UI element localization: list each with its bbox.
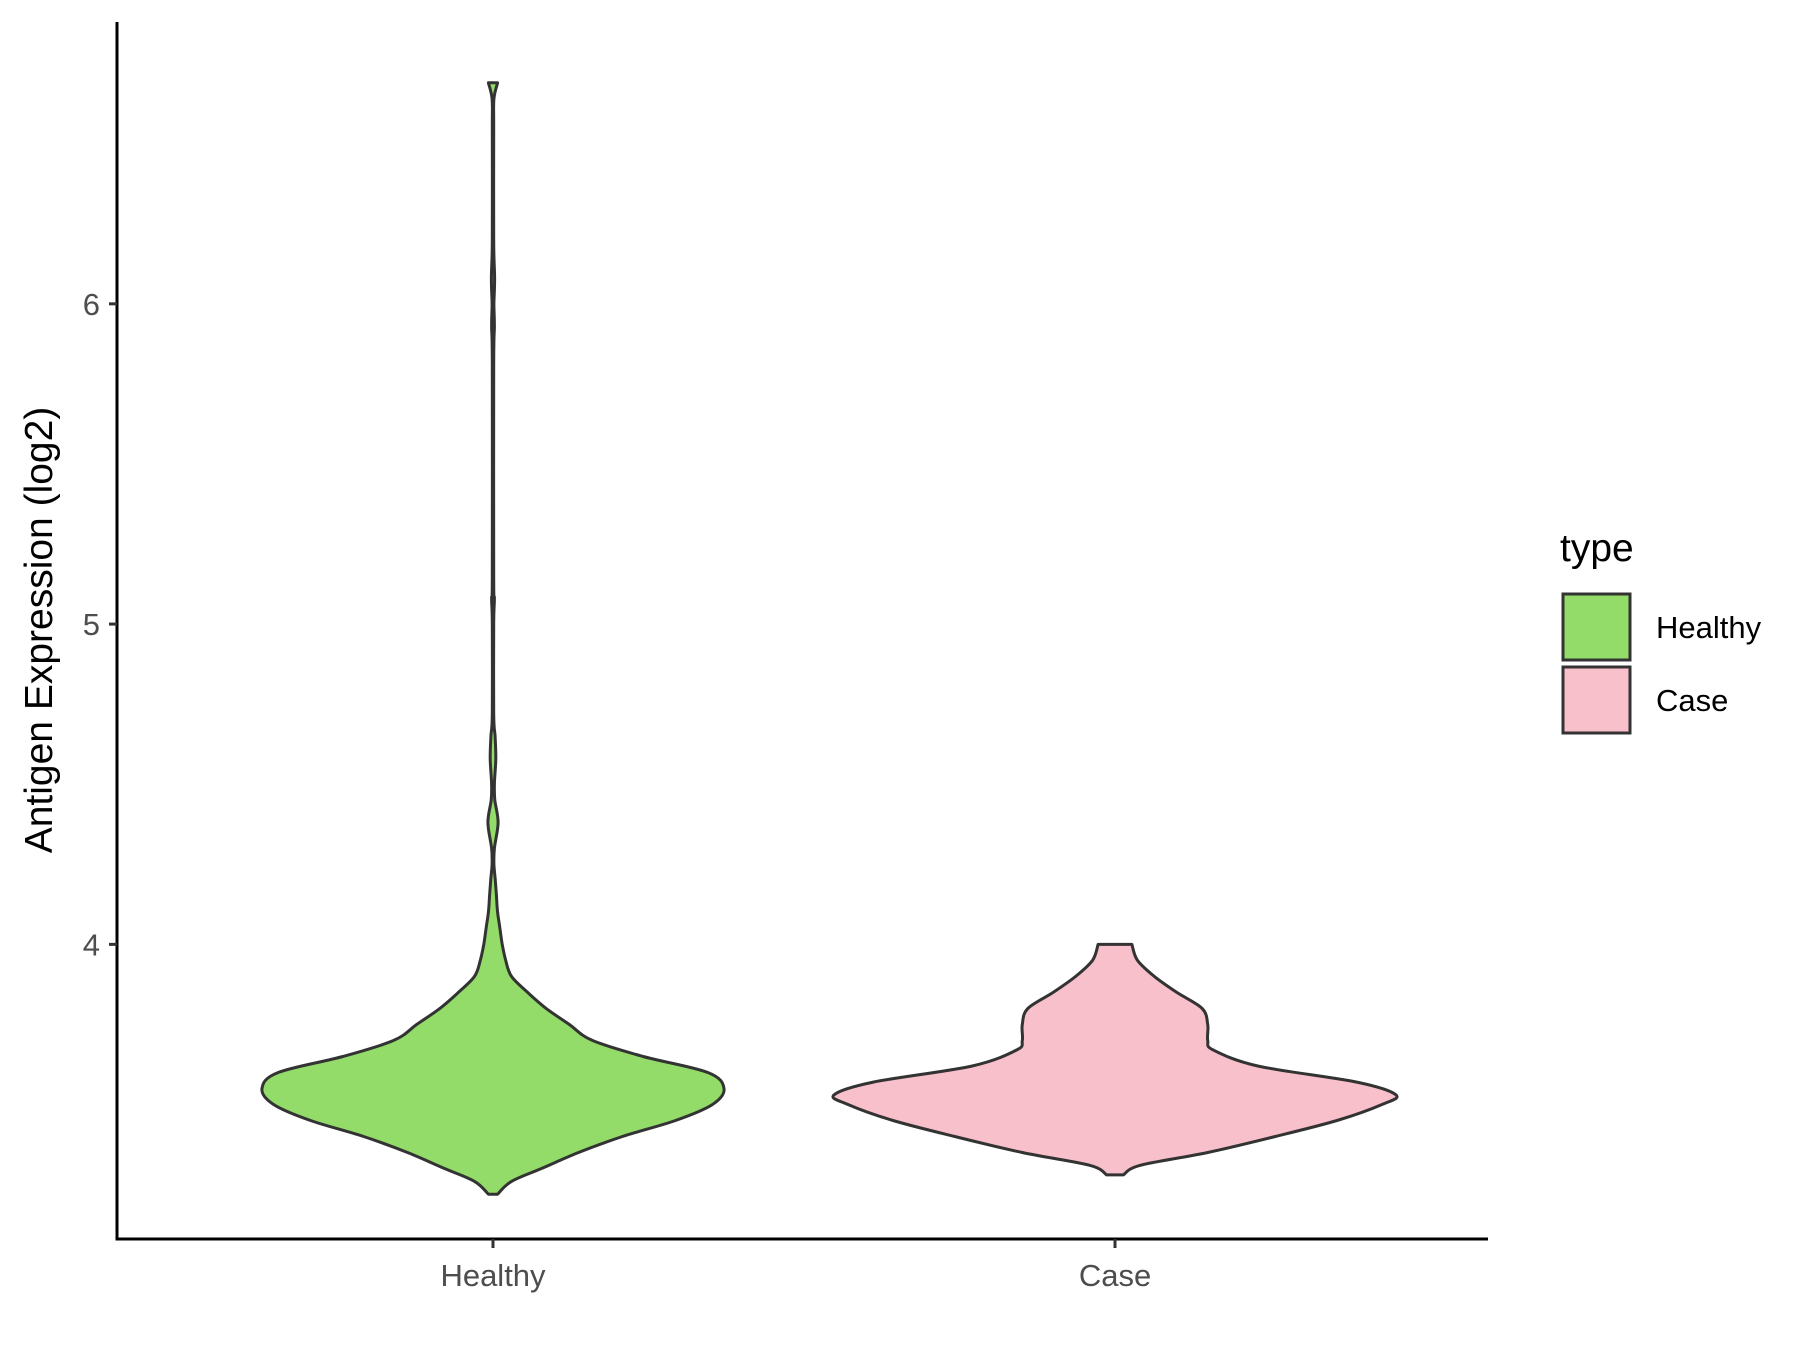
legend-label-case: Case	[1656, 683, 1728, 718]
x-axis-ticks: Healthy Case	[440, 1239, 1151, 1293]
x-tick-label: Healthy	[440, 1258, 546, 1293]
violin-case	[831, 942, 1399, 1177]
y-tick-label: 6	[83, 287, 100, 322]
x-tick-label: Case	[1079, 1258, 1151, 1293]
y-axis-ticks: 4 5 6	[83, 287, 117, 962]
violin-layer	[260, 81, 1399, 1196]
y-tick-label: 5	[83, 607, 100, 642]
y-tick-label: 4	[83, 927, 100, 962]
legend: type Healthy Case	[1560, 527, 1762, 735]
y-axis-title: Antigen Expression (log2)	[18, 407, 61, 854]
legend-title: type	[1560, 527, 1634, 570]
legend-swatch-healthy	[1561, 592, 1632, 662]
legend-swatch-case	[1561, 665, 1632, 735]
violin-healthy	[260, 81, 726, 1196]
legend-label-healthy: Healthy	[1656, 610, 1762, 645]
